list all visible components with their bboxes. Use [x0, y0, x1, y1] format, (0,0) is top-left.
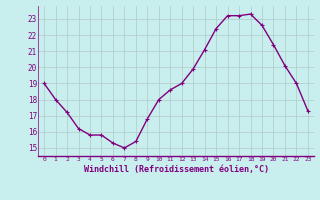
X-axis label: Windchill (Refroidissement éolien,°C): Windchill (Refroidissement éolien,°C)	[84, 165, 268, 174]
